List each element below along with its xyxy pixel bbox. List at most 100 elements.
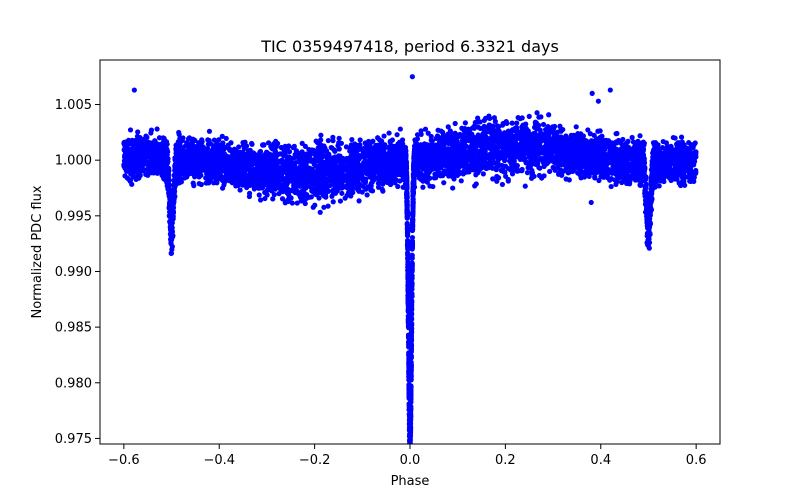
data-point	[547, 168, 553, 175]
data-point	[509, 127, 516, 133]
data-point	[595, 139, 601, 145]
data-point	[206, 128, 213, 134]
data-point	[687, 178, 693, 184]
data-point	[126, 176, 132, 183]
data-point	[375, 184, 382, 190]
data-point	[391, 162, 397, 168]
data-point	[282, 153, 289, 159]
data-point	[621, 163, 627, 169]
data-point	[319, 164, 325, 170]
data-point	[294, 200, 300, 206]
data-point	[537, 127, 543, 133]
data-point	[272, 148, 278, 154]
data-point	[435, 170, 441, 177]
data-point	[452, 140, 458, 147]
data-point	[491, 115, 497, 121]
data-point	[274, 152, 280, 158]
data-point	[268, 168, 274, 174]
data-point	[510, 137, 516, 143]
data-point	[616, 163, 623, 169]
data-point	[603, 137, 609, 143]
data-point	[236, 144, 242, 150]
data-point	[296, 191, 302, 197]
data-point	[429, 138, 435, 144]
data-point	[465, 156, 471, 162]
data-point	[257, 197, 264, 203]
data-point	[487, 122, 493, 129]
data-point	[587, 149, 593, 156]
data-point	[368, 152, 374, 158]
data-point	[613, 131, 619, 137]
data-point	[329, 155, 335, 161]
data-point	[386, 145, 392, 151]
data-point	[254, 168, 261, 174]
data-point	[359, 189, 365, 195]
data-point	[219, 133, 225, 139]
data-point	[141, 154, 147, 160]
data-point	[552, 137, 558, 143]
data-point	[693, 150, 699, 156]
plot-area	[121, 74, 699, 444]
data-point	[514, 120, 520, 126]
data-point	[477, 119, 483, 125]
data-point	[621, 143, 627, 149]
data-point	[446, 140, 452, 146]
data-point	[150, 164, 156, 170]
data-point	[135, 163, 141, 169]
data-point	[578, 175, 584, 181]
data-point	[352, 141, 358, 147]
data-point	[533, 138, 540, 144]
data-point	[529, 167, 535, 174]
data-point	[462, 125, 468, 132]
data-point	[423, 166, 429, 173]
data-point	[563, 176, 569, 182]
data-point	[395, 183, 401, 190]
data-point	[452, 120, 458, 127]
data-point	[252, 176, 259, 182]
data-point	[265, 140, 272, 146]
data-point	[599, 133, 605, 139]
chart-title: TIC 0359497418, period 6.3321 days	[260, 37, 559, 56]
data-point	[552, 123, 558, 130]
data-point	[550, 164, 556, 171]
data-point	[427, 175, 433, 181]
data-point	[265, 160, 271, 167]
data-point	[270, 196, 276, 202]
data-point	[353, 166, 359, 173]
data-point	[545, 139, 551, 145]
data-point	[373, 167, 379, 173]
data-point	[432, 142, 439, 148]
data-point	[176, 129, 182, 136]
data-point	[455, 166, 461, 172]
data-point	[477, 154, 483, 160]
data-point	[280, 185, 286, 191]
data-point	[237, 154, 243, 160]
data-point	[456, 171, 462, 177]
data-point	[122, 145, 128, 151]
data-point	[618, 171, 624, 177]
data-point	[135, 150, 141, 156]
data-point	[255, 164, 262, 170]
data-point	[394, 132, 400, 138]
data-point	[339, 190, 345, 196]
data-point	[568, 167, 575, 174]
data-point	[129, 172, 135, 178]
data-point	[271, 192, 277, 198]
data-point	[441, 180, 447, 186]
data-point	[293, 151, 299, 157]
data-point	[389, 137, 396, 143]
data-point	[496, 124, 502, 130]
data-point	[154, 126, 160, 132]
data-point	[286, 192, 292, 198]
data-point	[185, 169, 192, 175]
data-point	[496, 128, 502, 134]
data-point	[622, 177, 629, 183]
data-point	[637, 133, 643, 139]
data-point	[428, 148, 434, 154]
data-point	[363, 141, 369, 147]
data-point	[522, 183, 528, 189]
data-point	[336, 135, 342, 141]
data-point	[330, 134, 336, 140]
data-point	[274, 158, 280, 165]
data-point	[470, 167, 476, 173]
